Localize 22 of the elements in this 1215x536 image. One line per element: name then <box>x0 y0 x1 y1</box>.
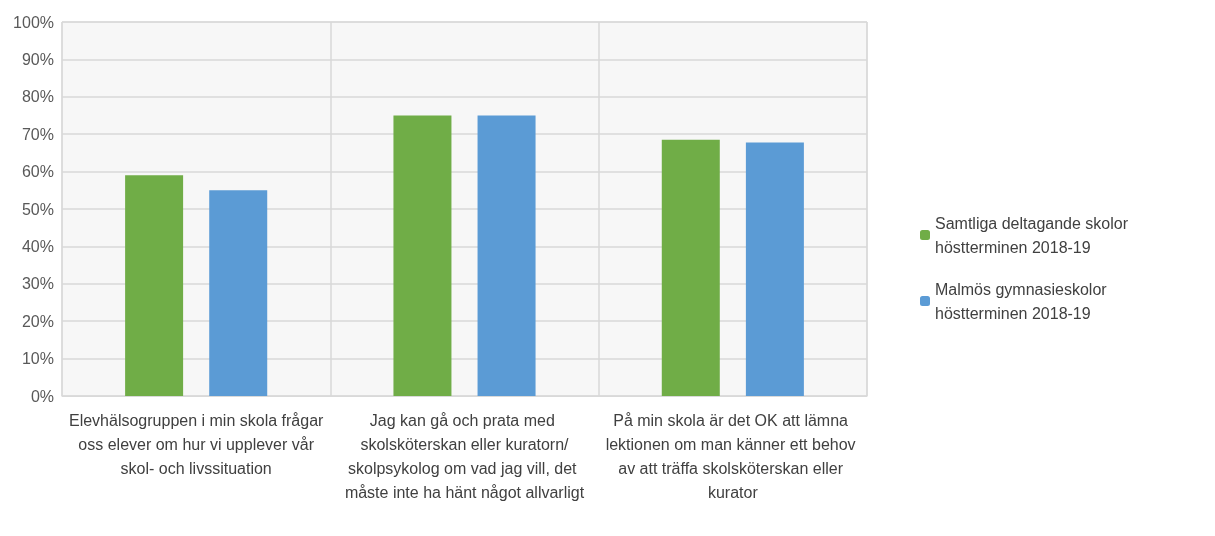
legend-label: Samtliga deltagande skolor höstterminen 2018-19 <box>935 214 1133 256</box>
y-tick-label: 80% <box>21 88 54 106</box>
y-tick-label: 100% <box>13 13 54 31</box>
bar <box>393 115 452 396</box>
y-tick-label: 40% <box>21 237 54 255</box>
y-tick-label: 50% <box>21 200 54 218</box>
y-tick-label: 0% <box>30 387 54 405</box>
x-tick-label: På min skola är det OK att lämna lektionen om man känner ett behov av att träffa skolsköterskan eller kurator <box>605 411 861 501</box>
y-tick-label: 90% <box>21 50 54 68</box>
bar <box>209 190 268 396</box>
y-tick-label: 70% <box>21 125 54 143</box>
y-tick-label: 60% <box>21 163 54 181</box>
legend-label: Malmös gymnasieskolor höstterminen 2018-19 <box>935 280 1112 322</box>
y-tick-label: 20% <box>21 312 54 330</box>
bar <box>477 115 536 396</box>
y-tick-label: 30% <box>21 275 54 293</box>
bar <box>745 142 804 396</box>
y-tick-label: 10% <box>21 350 54 368</box>
x-tick-label: Elevhälsogruppen i min skola frågar oss elever om hur vi upplever vår skol- och livssituation <box>68 411 325 477</box>
x-tick-label: Jag kan gå och prata med skolsköterskan eller kuratorn/skolpsykolog om vad jag vill, det måste inte ha hänt något allvarligt <box>344 411 585 501</box>
bar <box>661 139 720 396</box>
bar <box>125 175 184 396</box>
